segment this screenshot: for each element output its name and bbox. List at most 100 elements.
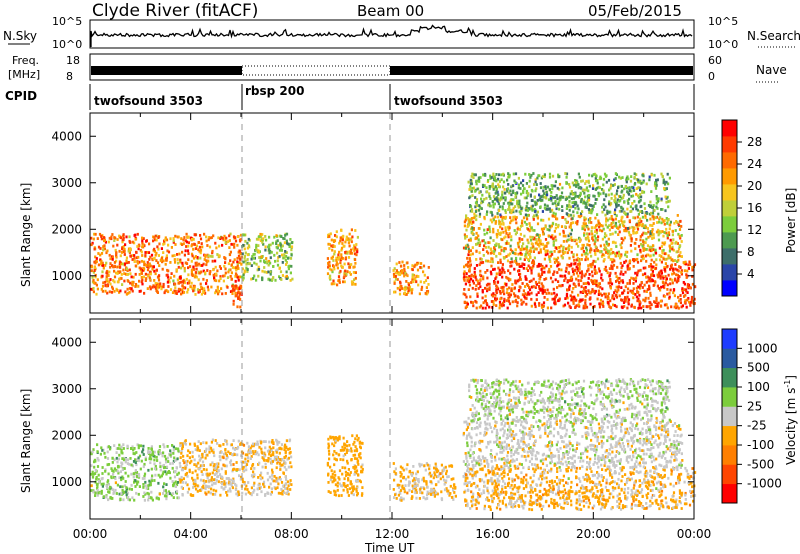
range-gate-cell	[649, 234, 652, 238]
range-gate-cell	[571, 221, 574, 225]
range-gate-cell	[193, 256, 196, 260]
range-gate-cell	[595, 271, 598, 275]
range-gate-cell	[534, 178, 537, 182]
range-gate-cell	[113, 289, 116, 293]
range-gate-cell	[271, 474, 274, 477]
range-gate-cell	[466, 263, 469, 266]
range-gate-cell	[642, 298, 645, 302]
range-gate-cell	[202, 277, 205, 281]
range-gate-cell	[524, 213, 527, 217]
range-gate-cell	[150, 445, 153, 449]
range-gate-cell	[333, 250, 336, 253]
range-gate-cell	[636, 194, 640, 198]
range-gate-cell	[233, 242, 236, 246]
range-gate-cell	[600, 250, 603, 253]
range-gate-cell	[665, 277, 668, 281]
range-gate-cell	[552, 196, 555, 200]
range-gate-cell	[224, 241, 227, 244]
range-gate-cell	[659, 216, 662, 219]
range-gate-cell	[229, 259, 232, 263]
range-gate-cell	[187, 244, 190, 248]
range-gate-cell	[619, 176, 622, 180]
range-gate-cell	[646, 218, 649, 222]
range-gate-cell	[345, 273, 348, 276]
range-gate-cell	[500, 249, 503, 252]
range-gate-cell	[331, 255, 334, 259]
range-gate-cell	[554, 295, 557, 298]
range-gate-cell	[615, 224, 618, 228]
range-gate-cell	[502, 172, 505, 176]
range-gate-cell	[476, 295, 479, 298]
range-gate-cell	[590, 229, 593, 233]
range-gate-cell	[660, 260, 663, 264]
range-gate-cell	[219, 493, 222, 497]
range-gate-cell	[419, 280, 422, 284]
range-gate-cell	[573, 297, 577, 301]
range-gate-cell	[240, 460, 243, 464]
range-gate-cell	[535, 213, 538, 217]
range-gate-cell	[503, 300, 506, 303]
range-gate-cell	[414, 263, 417, 267]
range-gate-cell	[550, 292, 553, 296]
range-gate-cell	[618, 280, 621, 284]
range-gate-cell	[227, 270, 230, 274]
range-gate-cell	[477, 282, 480, 286]
range-gate-cell	[205, 263, 208, 267]
range-gate-cell	[146, 491, 149, 495]
range-gate-cell	[232, 446, 235, 450]
range-gate-cell	[674, 229, 677, 232]
range-gate-cell	[148, 242, 151, 246]
range-gate-cell	[564, 276, 567, 280]
range-gate-cell	[593, 265, 596, 269]
range-gate-cell	[352, 265, 355, 269]
range-gate-cell	[410, 291, 413, 295]
range-gate-cell	[179, 444, 182, 447]
range-gate-cell	[111, 285, 114, 289]
range-gate-cell	[340, 256, 343, 259]
range-gate-cell	[681, 304, 684, 308]
range-gate-cell	[575, 242, 578, 246]
range-gate-cell	[163, 482, 166, 486]
range-gate-cell	[607, 255, 611, 259]
range-gate-cell	[563, 274, 567, 278]
range-gate-cell	[190, 281, 193, 285]
range-gate-cell	[105, 277, 108, 281]
range-gate-cell	[572, 270, 575, 273]
range-gate-cell	[92, 270, 95, 274]
range-gate-cell	[678, 254, 681, 257]
range-gate-cell	[592, 282, 595, 286]
range-gate-cell	[212, 451, 215, 454]
range-gate-cell	[498, 303, 502, 307]
range-gate-cell	[463, 233, 466, 237]
range-gate-cell	[469, 187, 472, 191]
range-gate-cell	[243, 233, 246, 237]
range-gate-cell	[589, 250, 592, 254]
range-gate-cell	[177, 496, 180, 500]
range-gate-cell	[665, 180, 668, 184]
range-gate-cell	[164, 470, 167, 474]
range-gate-cell	[417, 275, 420, 278]
range-gate-cell	[128, 290, 131, 294]
range-gate-cell	[649, 279, 652, 283]
range-gate-cell	[468, 257, 471, 260]
range-gate-cell	[621, 279, 624, 282]
range-gate-cell	[585, 237, 588, 241]
range-gate-cell	[288, 438, 292, 442]
range-gate-cell	[258, 487, 261, 490]
range-gate-cell	[557, 246, 560, 250]
range-gate-cell	[259, 441, 263, 445]
range-gate-cell	[665, 231, 668, 235]
range-gate-cell	[465, 275, 468, 279]
range-gate-cell	[491, 294, 495, 298]
range-gate-cell	[280, 481, 284, 484]
range-gate-cell	[474, 189, 477, 193]
range-gate-cell	[285, 274, 288, 278]
range-gate-cell	[665, 257, 668, 261]
range-gate-cell	[494, 293, 497, 297]
range-gate-cell	[586, 200, 589, 203]
range-gate-cell	[574, 262, 577, 265]
range-gate-cell	[539, 205, 542, 209]
range-gate-cell	[92, 490, 95, 494]
range-gate-cell	[526, 217, 529, 221]
range-gate-cell	[651, 231, 654, 234]
